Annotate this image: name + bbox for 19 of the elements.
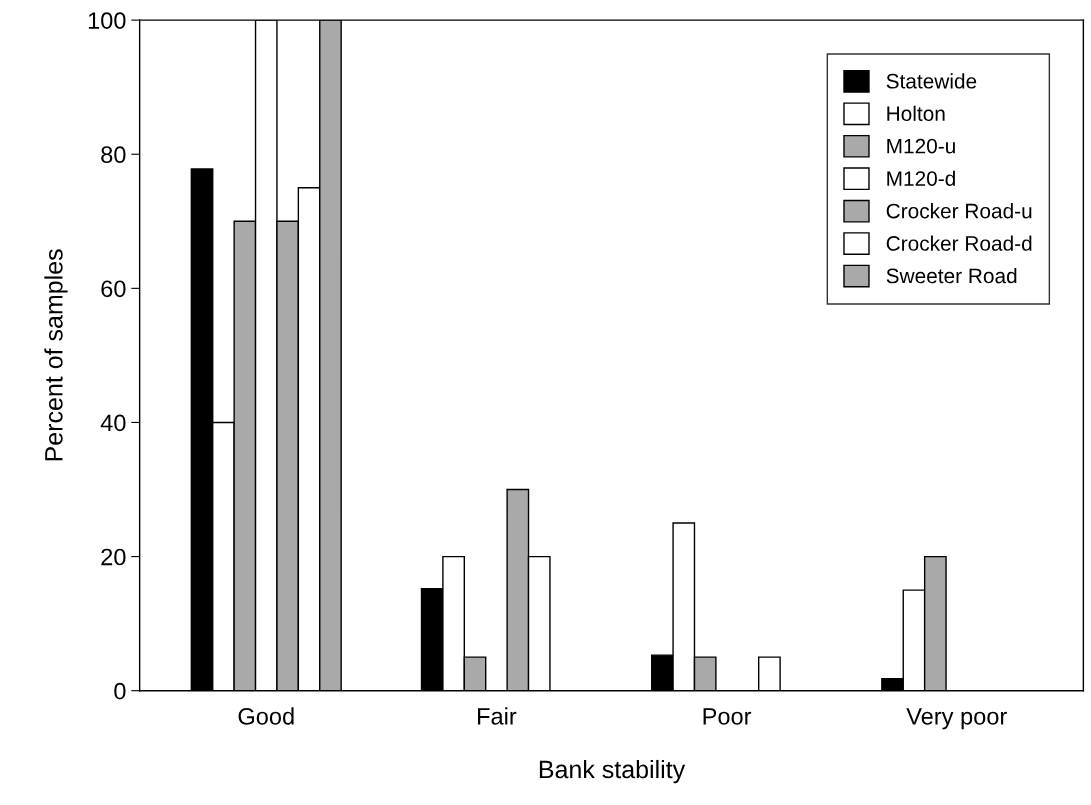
x-tick-label: Good <box>238 707 294 725</box>
y-tick-label: 40 <box>100 414 126 432</box>
y-tick-label: 80 <box>101 146 126 164</box>
legend-label: M120-u <box>887 138 955 154</box>
x-tick-label: Very poor <box>906 708 1007 730</box>
legend-label: Sweeter Road <box>886 267 1017 284</box>
y-tick-label: 0 <box>114 682 126 700</box>
y-tick-label: 100 <box>88 12 126 29</box>
legend-label: Holton <box>887 105 945 122</box>
y-tick-label: 20 <box>101 548 126 566</box>
legend-label: M120-d <box>887 170 955 186</box>
legend-label: Statewide <box>886 73 977 89</box>
y-axis-title: Percent of samples <box>44 249 68 461</box>
y-tick-label: 60 <box>101 280 126 298</box>
legend-label: Crocker Road-d <box>886 235 1032 251</box>
x-tick-label: Fair <box>478 707 517 725</box>
legend-label: Crocker Road-u <box>886 203 1032 219</box>
x-axis-title: Bank stability <box>539 759 686 784</box>
x-tick-label: Poor <box>703 708 752 725</box>
